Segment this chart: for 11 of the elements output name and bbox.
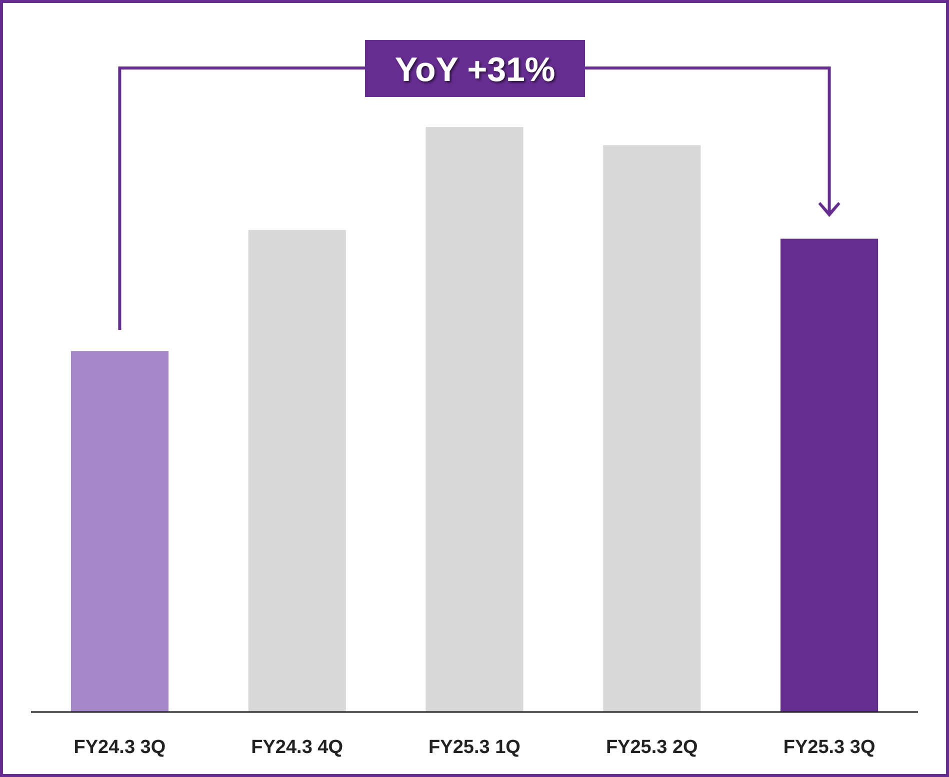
bar xyxy=(603,145,701,712)
bar xyxy=(426,127,524,712)
x-tick-label: FY25.3 2Q xyxy=(606,737,698,758)
bar xyxy=(780,238,878,712)
x-tick-label: FY24.3 4Q xyxy=(251,737,344,758)
x-tick-label: FY24.3 3Q xyxy=(74,737,166,758)
x-tick-label: FY25.3 1Q xyxy=(428,737,520,758)
bar xyxy=(70,351,168,712)
x-tick-label: FY25.3 3Q xyxy=(783,737,876,758)
bar xyxy=(248,230,346,712)
text: YoY +31% xyxy=(394,51,556,89)
